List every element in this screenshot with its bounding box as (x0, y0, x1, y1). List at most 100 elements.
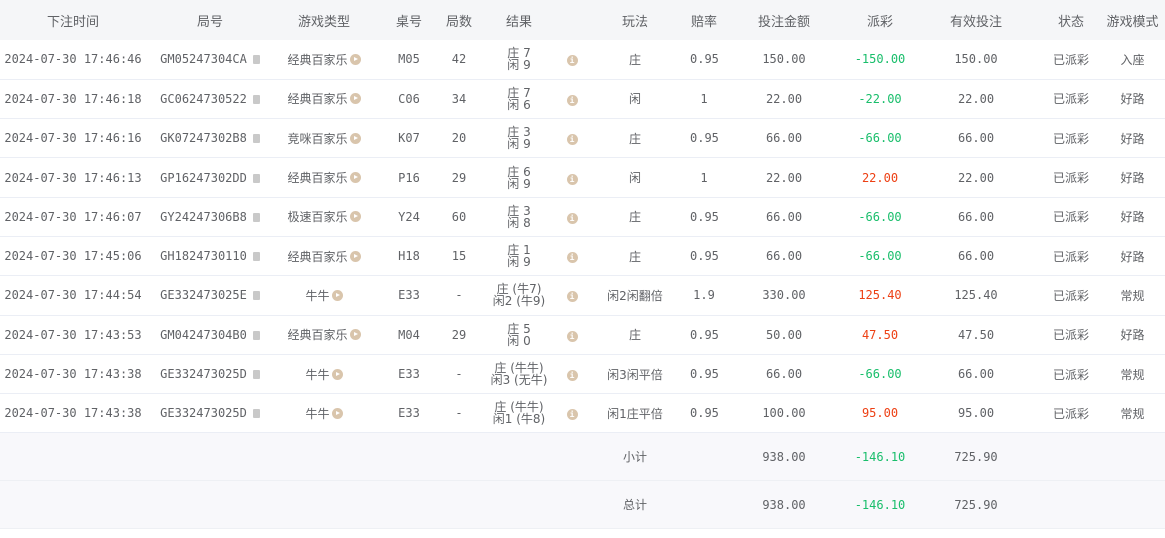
payout: -66.00 (850, 354, 910, 395)
game-mode: 好路 (1100, 118, 1165, 159)
column-header: 有效投注 (910, 0, 1042, 40)
table-row: 2024-07-30 17:45:06 GH1824730110 经典百家乐 H… (0, 236, 1165, 277)
result-banker: 庄 (牛7) (496, 282, 542, 297)
info-icon[interactable]: i (566, 94, 578, 106)
round-id: GM05247304CA (160, 52, 247, 67)
play-icon[interactable] (331, 289, 343, 301)
copy-icon[interactable] (252, 173, 260, 183)
result-player: 闲2 (牛9) (492, 294, 546, 309)
valid-bet: 125.40 (910, 275, 1042, 316)
table-no: K07 (374, 118, 444, 159)
round-id-cell: GY24247306B8 (146, 197, 274, 237)
payout: -22.00 (850, 79, 910, 120)
copy-icon[interactable] (252, 212, 260, 222)
bet-type: 庄 (580, 118, 690, 159)
game-type-cell: 牛牛 (274, 354, 374, 395)
copy-icon[interactable] (252, 252, 260, 262)
play-icon[interactable] (331, 368, 343, 380)
info-icon[interactable]: i (566, 55, 578, 67)
round-id-cell: GE332473025E (146, 275, 274, 316)
play-icon[interactable] (349, 132, 361, 144)
game-type: 极速百家乐 (287, 210, 348, 225)
play-icon[interactable] (349, 93, 361, 105)
valid-bet: 47.50 (910, 315, 1042, 355)
play-icon[interactable] (349, 250, 361, 262)
valid-bet: 66.00 (910, 118, 1042, 159)
copy-icon[interactable] (252, 55, 260, 65)
table-no: H18 (374, 236, 444, 277)
bet-amount: 66.00 (718, 118, 850, 159)
odds: 1.9 (690, 275, 718, 316)
summary-valid: 725.90 (910, 432, 1042, 482)
round-id-cell: GK07247302B8 (146, 118, 274, 159)
summary-bet: 938.00 (718, 480, 850, 530)
table-row: 2024-07-30 17:46:46 GM05247304CA 经典百家乐 M… (0, 40, 1165, 80)
info-icon[interactable]: i (566, 330, 578, 342)
result-player: 闲 9 (507, 58, 531, 73)
valid-bet: 66.00 (910, 197, 1042, 237)
result: 庄 (牛牛) 闲3 (无牛) (474, 354, 564, 395)
odds: 1 (690, 79, 718, 120)
copy-icon[interactable] (252, 409, 260, 419)
info-icon[interactable]: i (566, 252, 578, 264)
result: 庄 (牛7) 闲2 (牛9) (474, 275, 564, 316)
round-id: GE332473025E (160, 288, 247, 303)
status: 已派彩 (1042, 157, 1100, 198)
game-mode: 常规 (1100, 393, 1165, 434)
info-cell: i (564, 393, 580, 434)
round-count: 60 (444, 197, 474, 237)
odds: 0.95 (690, 393, 719, 434)
result-player: 闲 9 (507, 137, 531, 152)
table-row: 2024-07-30 17:43:38 GE332473025D 牛牛 E33 … (0, 393, 1165, 434)
play-icon[interactable] (331, 407, 343, 419)
table-no: M04 (374, 315, 444, 355)
bet-type: 庄 (580, 197, 690, 237)
copy-icon[interactable] (252, 134, 260, 144)
bet-amount: 22.00 (718, 157, 850, 198)
valid-bet: 150.00 (910, 40, 1042, 80)
bet-amount: 100.00 (718, 393, 850, 434)
info-icon[interactable]: i (566, 409, 578, 421)
round-count: 15 (444, 236, 474, 277)
valid-bet: 66.00 (910, 236, 1042, 277)
copy-icon[interactable] (252, 330, 260, 340)
bet-type: 闲 (580, 79, 690, 120)
game-type: 牛牛 (305, 288, 330, 303)
round-id: GH1824730110 (160, 249, 247, 264)
play-icon[interactable] (349, 53, 361, 65)
copy-icon[interactable] (252, 370, 260, 380)
play-icon[interactable] (349, 329, 361, 341)
column-header: 游戏类型 (274, 0, 374, 40)
status: 已派彩 (1042, 315, 1100, 355)
game-mode: 入座 (1100, 40, 1165, 80)
odds: 1 (690, 157, 718, 198)
table-row: 2024-07-30 17:46:16 GK07247302B8 竞咪百家乐 K… (0, 118, 1165, 159)
status: 已派彩 (1042, 236, 1100, 277)
info-icon[interactable]: i (566, 173, 578, 185)
game-type-cell: 经典百家乐 (274, 315, 374, 355)
round-count: 34 (444, 79, 474, 120)
info-icon[interactable]: i (566, 212, 578, 224)
payout: 125.40 (850, 275, 910, 316)
copy-icon[interactable] (252, 291, 260, 301)
round-id-cell: GE332473025D (146, 354, 274, 395)
info-cell: i (564, 275, 580, 316)
round-id-cell: GC0624730522 (146, 79, 274, 120)
info-icon[interactable]: i (566, 291, 578, 303)
info-icon[interactable]: i (566, 370, 578, 382)
result-player: 闲 9 (507, 255, 531, 270)
play-icon[interactable] (349, 172, 361, 184)
bet-time: 2024-07-30 17:44:54 (0, 275, 146, 316)
game-mode: 好路 (1100, 157, 1165, 198)
info-icon[interactable]: i (566, 134, 578, 146)
game-mode: 好路 (1100, 236, 1165, 277)
bet-time: 2024-07-30 17:43:53 (0, 315, 146, 355)
copy-icon[interactable] (252, 94, 260, 104)
summary-label: 总计 (580, 480, 690, 530)
summary-payout: -146.10 (850, 432, 910, 482)
column-header: 派彩 (850, 0, 910, 40)
play-icon[interactable] (349, 211, 361, 223)
game-type: 经典百家乐 (287, 92, 348, 107)
result-banker: 庄 5 (507, 321, 531, 336)
